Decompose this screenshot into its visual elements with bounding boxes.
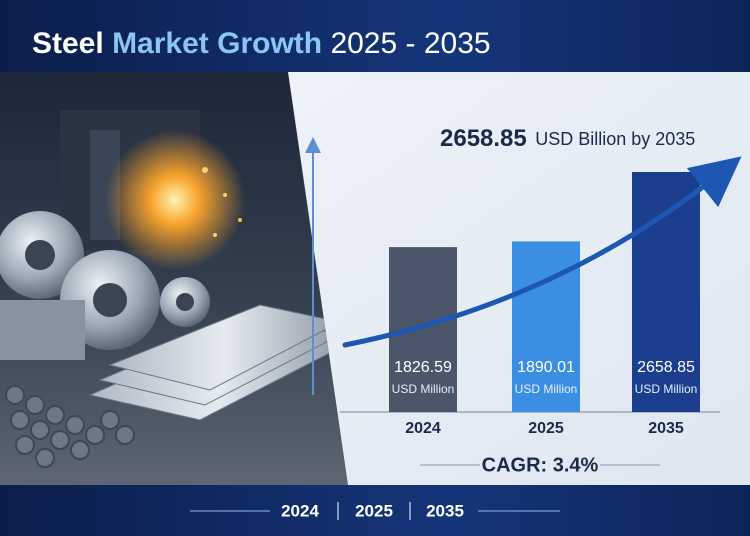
title-part: Market Growth bbox=[112, 27, 322, 60]
title-part: Steel bbox=[32, 27, 104, 60]
title-part: 2025 - 2035 bbox=[330, 27, 490, 60]
footer-band bbox=[0, 485, 750, 536]
footer-year: 2035 bbox=[426, 501, 464, 520]
value-label: 1890.01 bbox=[517, 359, 575, 376]
annotation-value: 2658.85 bbox=[440, 125, 527, 152]
title: Steel Market Growth 2025 - 2035 bbox=[32, 27, 491, 60]
cagr: CAGR: 3.4% bbox=[482, 454, 599, 476]
x-tick-label: 2025 bbox=[528, 420, 564, 437]
header-band bbox=[0, 0, 750, 72]
value-unit: USD Million bbox=[392, 382, 455, 396]
x-tick-label: 2024 bbox=[405, 420, 441, 437]
x-tick-label: 2035 bbox=[648, 420, 684, 437]
value-unit: USD Million bbox=[635, 382, 698, 396]
annotation: 2658.85 USD Billion by 2035 bbox=[440, 125, 695, 152]
steel-photo bbox=[0, 72, 348, 485]
value-label: 2658.85 bbox=[637, 359, 695, 376]
value-label: 1826.59 bbox=[394, 359, 452, 376]
annotation-label: USD Billion by 2035 bbox=[535, 129, 695, 149]
footer-year: 2024 bbox=[281, 501, 319, 520]
footer-year: 2025 bbox=[355, 501, 393, 520]
bar bbox=[389, 247, 457, 412]
value-unit: USD Million bbox=[515, 382, 578, 396]
growth-arrow bbox=[342, 156, 742, 348]
